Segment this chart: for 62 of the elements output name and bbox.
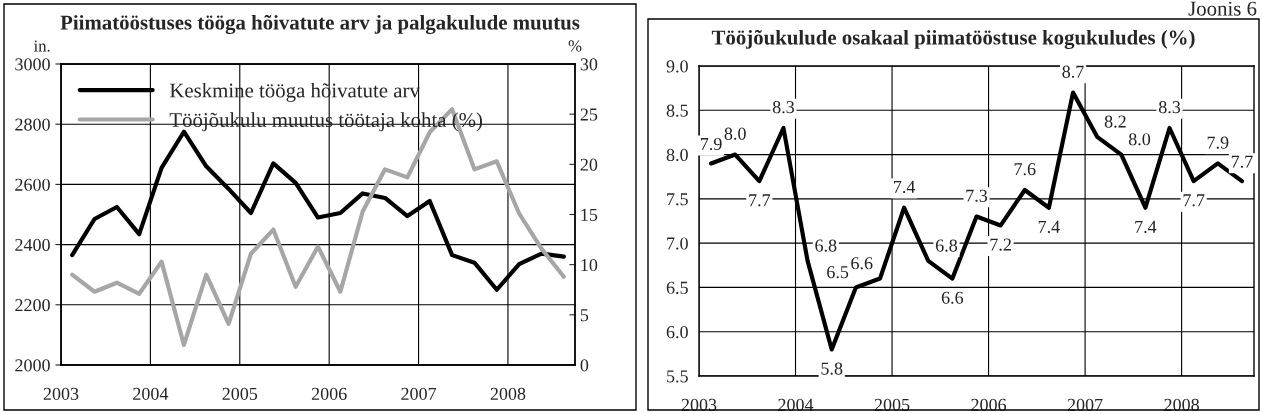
x-tick-label: 2008: [1164, 398, 1199, 411]
data-label: 7.4: [894, 180, 916, 194]
data-label: 5.8: [821, 362, 843, 375]
y-tick-label: 2200: [15, 299, 50, 312]
x-tick-label: 2006: [311, 387, 347, 400]
y-tick-label: 5.5: [667, 370, 688, 383]
x-tick-label: 2003: [43, 387, 79, 400]
data-label: 8.7: [1062, 65, 1084, 78]
y2-tick-label: 15: [581, 208, 598, 221]
data-label: 8.3: [1158, 101, 1181, 114]
x-tick-label: 2008: [490, 387, 526, 400]
data-label: 6.5: [827, 266, 849, 279]
y2-tick-label: 25: [580, 108, 598, 121]
data-label: 8.2: [1104, 115, 1126, 128]
data-label: 7.3: [966, 189, 988, 202]
y-tick-label: 6.0: [666, 325, 688, 339]
data-label: 8.3: [772, 101, 795, 114]
x-tick-label: 2005: [874, 398, 910, 411]
y-tick-label: 7.5: [667, 193, 688, 206]
y-tick-label: 3000: [15, 58, 50, 71]
y-tick-label: 2400: [15, 238, 50, 252]
y-tick-label: 2800: [15, 118, 50, 131]
data-label: 7.4: [1135, 220, 1157, 233]
data-label: 7.7: [749, 194, 771, 207]
data-label: 7.7: [1183, 194, 1205, 207]
y-tick-label: 7.0: [667, 237, 688, 250]
data-label: 6.8: [815, 239, 837, 252]
y2-tick-label: 30: [580, 58, 598, 71]
x-tick-label: 2007: [1067, 398, 1103, 411]
y-tick-label: 2600: [15, 178, 50, 191]
data-label: 7.4: [1038, 220, 1060, 233]
y-tick-label: 6.5: [666, 281, 688, 294]
data-label: 7.2: [990, 238, 1011, 251]
data-label: 6.6: [851, 257, 873, 270]
x-tick-label: 2003: [681, 398, 717, 411]
y-tick-label: 2000: [15, 359, 50, 372]
x-tick-label: 2006: [971, 398, 1007, 411]
y-tick-label: 9.0: [666, 60, 688, 73]
y2-axis-title: %: [568, 40, 582, 52]
y-tick-label: 8.5: [666, 104, 688, 117]
data-label: 8.0: [1128, 133, 1151, 146]
y-tick-label: 8.0: [666, 148, 688, 162]
x-tick-label: 2005: [222, 387, 258, 400]
data-label: 7.9: [700, 137, 722, 151]
chart-title: Piimatööstuses tööga hõivatute arv ja palgakulude muutus: [60, 14, 580, 34]
data-label: 8.0: [724, 127, 746, 140]
x-tick-label: 2007: [401, 387, 437, 400]
data-label: 6.6: [941, 291, 964, 304]
text: Joonis 6: [1188, 1, 1257, 16]
y2-tick-label: 10: [581, 258, 598, 272]
x-tick-label: 2004: [133, 387, 169, 400]
data-label: 7.9: [1207, 136, 1229, 149]
data-label: 7.7: [1231, 155, 1253, 168]
data-label: 7.6: [1014, 163, 1036, 176]
data-label: 6.8: [935, 239, 958, 252]
line-series: [70, 107, 566, 348]
y2-tick-label: 5: [580, 309, 589, 322]
chart-title: Tööjõukulude osakaal piimatööstuse kogukuludes (%): [711, 29, 1195, 49]
y2-tick-label: 0: [580, 359, 589, 372]
x-tick-label: 2004: [778, 398, 814, 411]
y2-tick-label: 20: [580, 158, 598, 171]
y-axis-title: in.: [33, 40, 50, 52]
